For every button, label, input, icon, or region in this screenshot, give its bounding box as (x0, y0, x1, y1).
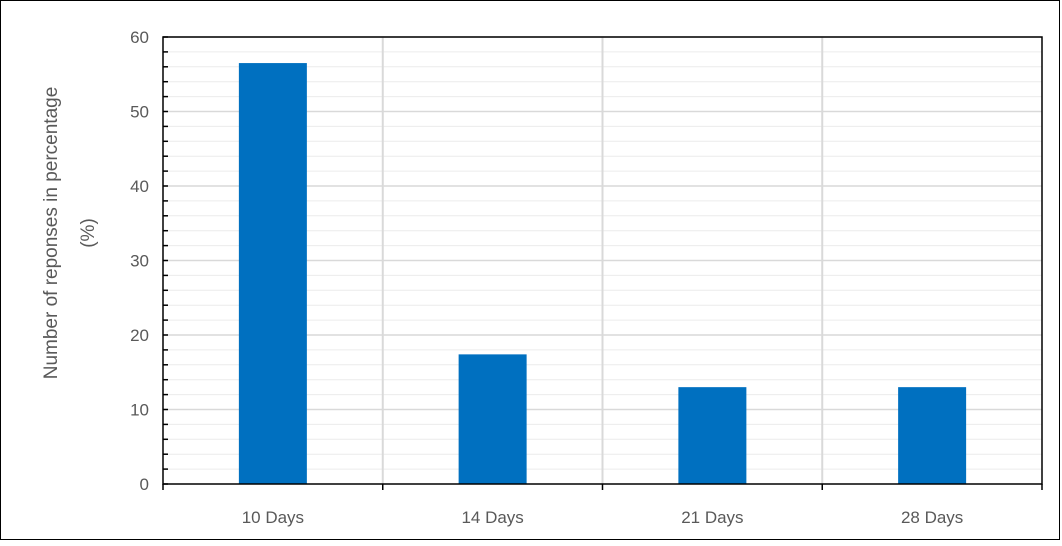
axes (162, 36, 1043, 490)
bar-21-days (678, 387, 747, 484)
x-tick-label: 10 Days (242, 508, 304, 527)
y-tick-label: 10 (130, 401, 149, 420)
grid-lines (163, 36, 1042, 484)
tick-labels: 0 10 20 30 40 50 60 10 Days 14 Days 21 Days 28 Day… (130, 28, 963, 527)
y-tick-label: 0 (140, 475, 149, 494)
y-tick-label: 50 (130, 103, 149, 122)
bar-14-days (458, 354, 527, 484)
y-tick-label: 20 (130, 326, 149, 345)
bar-28-days (898, 387, 967, 484)
y-axis-title-line-2: (%) (78, 218, 99, 248)
y-tick-label: 60 (130, 28, 149, 47)
x-tick-label: 14 Days (461, 508, 523, 527)
x-tick-label: 28 Days (901, 508, 963, 527)
y-tick-label: 30 (130, 252, 149, 271)
y-tick-label: 40 (130, 177, 149, 196)
bars (238, 63, 967, 484)
bar-10-days (238, 63, 307, 484)
y-axis-title-line-1: Number of reponses in percentage (41, 87, 62, 380)
x-tick-label: 21 Days (681, 508, 743, 527)
